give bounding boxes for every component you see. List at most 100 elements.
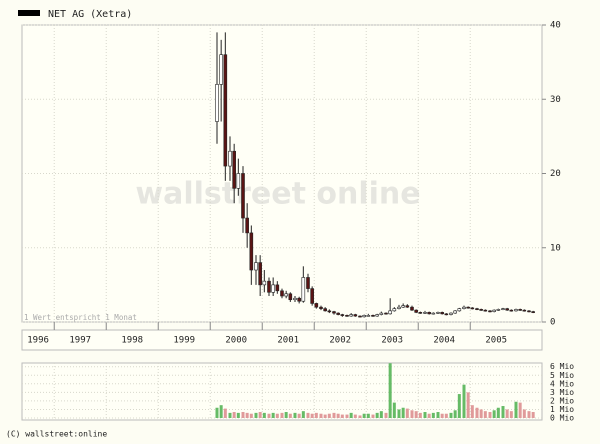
volume-bar (327, 413, 331, 418)
legend-swatch (18, 10, 40, 16)
candle-body (366, 315, 371, 317)
y-tick-label: 4 Mio (550, 379, 574, 388)
candle-body (466, 306, 470, 309)
candle-body (258, 262, 262, 286)
volume-bar (366, 413, 370, 418)
volume-bar (384, 412, 388, 418)
candle-body (319, 306, 323, 309)
volume-bar (431, 412, 435, 418)
candle-body (362, 315, 366, 318)
candle-body (340, 314, 345, 316)
candle-body (245, 217, 249, 234)
volume-bar (479, 409, 483, 418)
candle-body (232, 150, 236, 189)
volume-bar (215, 407, 219, 418)
volume-bar (436, 412, 440, 418)
candle-body (462, 306, 466, 309)
candle-body (401, 305, 405, 308)
volume-bar (340, 414, 344, 418)
candle-body (527, 310, 531, 313)
candle-body (293, 297, 297, 301)
candle-body (267, 280, 271, 293)
candle-body (375, 314, 379, 317)
x-tick-label: 2004 (433, 336, 455, 346)
volume-bar (345, 414, 349, 418)
x-tick-label: 1996 (27, 336, 49, 346)
volume-bar (444, 413, 448, 418)
volume-bar (310, 413, 314, 418)
volume-bar (522, 409, 526, 418)
volume-bar (462, 384, 466, 418)
candle-body (479, 309, 483, 311)
note: 1 Wert entspricht 1 Monat (24, 313, 137, 322)
volume-bar (336, 413, 340, 418)
volume-bar (466, 392, 470, 418)
y-tick-label: 20 (550, 169, 561, 179)
volume-bar (223, 408, 227, 418)
candle-body (509, 309, 514, 312)
candle-body (310, 288, 314, 304)
volume-bar (518, 402, 522, 418)
candle-body (336, 312, 340, 315)
volume-bar (457, 394, 461, 418)
candle-body (427, 312, 431, 315)
volume-bar (306, 412, 310, 418)
volume-bar (288, 413, 292, 418)
volume-bar (531, 412, 535, 418)
volume-bar (319, 413, 323, 418)
candle-body (228, 150, 232, 167)
volume-bar (362, 413, 366, 418)
candle-body (397, 306, 401, 309)
year-axis (21, 329, 543, 351)
volume-bar (501, 406, 505, 418)
volume-bar (492, 410, 496, 418)
candle-body (301, 277, 306, 302)
candle-body (254, 262, 258, 271)
volume-bar (509, 411, 513, 418)
volume-bar (470, 405, 474, 418)
candle-body (488, 310, 492, 313)
candle-body (284, 293, 288, 297)
volume-bar (449, 412, 453, 418)
volume-bar (228, 412, 232, 418)
volume-bar (414, 411, 418, 418)
candle-body (449, 312, 453, 315)
candle-body (431, 312, 436, 315)
volume-bar (401, 407, 405, 418)
footer: (C) wallstreet:online (6, 430, 107, 439)
y-tick-label: 2 Mio (550, 396, 574, 405)
volume-bar (254, 412, 258, 418)
candle-body (505, 308, 509, 311)
candle-body (332, 311, 336, 314)
candle-body (514, 309, 518, 312)
x-tick-label: 2003 (381, 336, 403, 346)
volume-bar (388, 363, 392, 418)
volume-bar (379, 411, 383, 418)
y-tick-label: 30 (550, 95, 561, 105)
volume-bar (314, 412, 318, 418)
candle-body (345, 315, 349, 317)
candle-body (410, 306, 414, 311)
x-tick-label: 2000 (225, 336, 247, 346)
candle-body (501, 308, 505, 310)
y-tick-label: 10 (550, 243, 561, 253)
candle-body (358, 315, 362, 318)
x-tick-label: 2005 (485, 336, 507, 346)
volume-bar (219, 405, 223, 418)
volume-bar (496, 407, 500, 418)
candle-body (388, 310, 392, 315)
candle-body (492, 309, 496, 312)
candle-body (518, 309, 522, 311)
candle-body (496, 309, 501, 311)
volume-bar (397, 409, 401, 418)
candle-body (323, 308, 327, 312)
candle-body (475, 308, 479, 310)
candle-body (314, 303, 319, 308)
candle-body (262, 280, 267, 286)
volume-bar (427, 413, 431, 418)
candle-body (522, 309, 527, 312)
candle-body (444, 313, 449, 316)
chart-title: NET AG (Xetra) (48, 9, 132, 20)
